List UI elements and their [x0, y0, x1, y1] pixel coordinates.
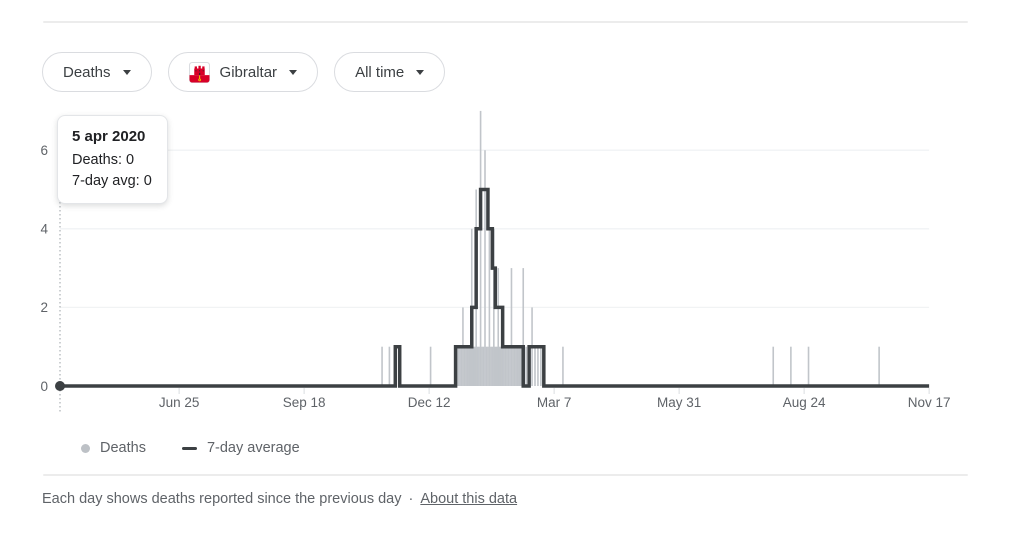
top-divider	[43, 21, 968, 23]
legend-deaths-label: Deaths	[100, 440, 146, 456]
deaths-bar[interactable]	[497, 268, 500, 386]
deaths-bar[interactable]	[507, 346, 510, 386]
deaths-bar[interactable]	[515, 346, 517, 386]
deaths-bar[interactable]	[466, 346, 469, 386]
deaths-bar[interactable]	[487, 346, 489, 386]
deaths-bar[interactable]	[481, 346, 483, 386]
deaths-bar[interactable]	[519, 346, 522, 386]
deaths-bar[interactable]	[512, 346, 514, 386]
deaths-bar[interactable]	[562, 346, 564, 386]
deaths-bar[interactable]	[463, 346, 466, 386]
region-filter-dropdown[interactable]: Gibraltar	[167, 52, 319, 92]
deaths-bar[interactable]	[510, 268, 513, 386]
x-axis-label: Dec 12	[408, 395, 451, 410]
deaths-bar[interactable]	[457, 346, 460, 386]
cursor-dot	[55, 381, 65, 391]
deaths-bar[interactable]	[482, 346, 485, 386]
footer-separator: ·	[408, 491, 414, 507]
bottom-divider	[43, 474, 968, 476]
tooltip-deaths-value: Deaths: 0	[72, 151, 135, 168]
y-axis-label: 0	[40, 379, 48, 394]
deaths-bar[interactable]	[472, 346, 475, 386]
footer-note: Each day shows deaths reported since the…	[42, 491, 1024, 507]
deaths-bar[interactable]	[478, 346, 480, 386]
y-axis-label: 4	[40, 222, 48, 237]
deaths-bar[interactable]	[479, 110, 482, 387]
filter-bar: Deaths Gibraltar All time	[42, 52, 1024, 92]
deaths-bar[interactable]	[522, 268, 525, 386]
chart-tooltip: 5 apr 2020 Deaths: 0 7-day avg: 0	[57, 115, 168, 204]
deaths-bar[interactable]	[540, 346, 542, 386]
deaths-bar[interactable]	[878, 346, 880, 386]
deaths-bar[interactable]	[460, 346, 463, 386]
deaths-bar[interactable]	[476, 346, 479, 386]
deaths-bar[interactable]	[518, 346, 520, 386]
deaths-bar[interactable]	[488, 228, 491, 386]
deaths-bar[interactable]	[465, 346, 467, 386]
deaths-bar[interactable]	[807, 346, 810, 386]
chevron-down-icon	[416, 70, 425, 75]
deaths-bar[interactable]	[525, 346, 527, 386]
deaths-bar[interactable]	[506, 346, 508, 386]
time-range-filter-dropdown[interactable]: All time	[334, 52, 446, 92]
chevron-down-icon	[289, 70, 298, 75]
deaths-bar[interactable]	[429, 346, 432, 386]
deaths-bar[interactable]	[513, 346, 516, 386]
deaths-chart[interactable]: 0 2 4 6 Jun 25 Sep 18 Dec 12 Mar 7 May 31 Aug 24 N…	[0, 105, 1024, 435]
tooltip-avg-value: 7-day avg: 0	[72, 172, 152, 189]
deaths-bar[interactable]	[469, 346, 472, 386]
deaths-bar[interactable]	[490, 346, 492, 386]
metric-filter-dropdown[interactable]: Deaths	[42, 52, 152, 92]
deaths-bar[interactable]	[468, 346, 470, 386]
deaths-bar[interactable]	[772, 346, 775, 386]
deaths-bar[interactable]	[473, 346, 476, 386]
deaths-bar[interactable]	[498, 346, 501, 386]
deaths-bar[interactable]	[491, 346, 494, 386]
deaths-dot-icon	[81, 443, 90, 453]
seven-day-average-line	[60, 187, 930, 388]
chevron-down-icon	[122, 70, 131, 75]
deaths-bar[interactable]	[537, 346, 539, 386]
chart-legend: Deaths 7-day average	[81, 438, 1024, 458]
gibraltar-flag-icon	[188, 61, 210, 83]
x-axis-label: May 31	[657, 395, 701, 410]
deaths-bar[interactable]	[534, 346, 536, 386]
deaths-bar[interactable]	[516, 346, 519, 386]
average-line-icon	[181, 446, 197, 450]
metric-filter-label: Deaths	[63, 63, 111, 81]
deaths-bar[interactable]	[503, 346, 505, 386]
deaths-bar[interactable]	[504, 346, 507, 386]
deaths-bar[interactable]	[459, 346, 461, 386]
deaths-bar[interactable]	[484, 150, 486, 386]
deaths-bar[interactable]	[500, 346, 502, 386]
x-axis-label: Sep 18	[283, 395, 326, 410]
deaths-bar[interactable]	[485, 346, 488, 386]
deaths-bar[interactable]	[790, 346, 792, 386]
deaths-bar[interactable]	[388, 346, 391, 386]
time-range-filter-label: All time	[355, 63, 405, 81]
chart-canvas[interactable]: 0 2 4 6 Jun 25 Sep 18 Dec 12 Mar 7 May 31 Aug 24 N…	[0, 105, 1024, 435]
legend-item-average: 7-day average	[181, 440, 300, 456]
x-axis-label: Jun 25	[159, 395, 200, 410]
region-filter-label: Gibraltar	[219, 63, 278, 81]
x-axis-label: Aug 24	[783, 395, 826, 410]
tooltip-date: 5 apr 2020	[72, 128, 146, 145]
y-axis-label: 6	[40, 143, 48, 158]
x-axis-label: Mar 7	[537, 395, 572, 410]
deaths-bar[interactable]	[381, 346, 383, 386]
footer-text: Each day shows deaths reported since the…	[42, 491, 402, 507]
legend-average-label: 7-day average	[206, 440, 300, 456]
y-axis-label: 2	[40, 300, 48, 315]
deaths-bar[interactable]	[495, 346, 498, 386]
legend-item-deaths: Deaths	[81, 440, 146, 456]
deaths-bar[interactable]	[509, 346, 511, 386]
deaths-bar[interactable]	[501, 346, 504, 386]
about-this-data-link[interactable]: About this data	[420, 491, 518, 507]
x-axis-label: Nov 17	[908, 395, 951, 410]
deaths-bar[interactable]	[494, 346, 497, 386]
